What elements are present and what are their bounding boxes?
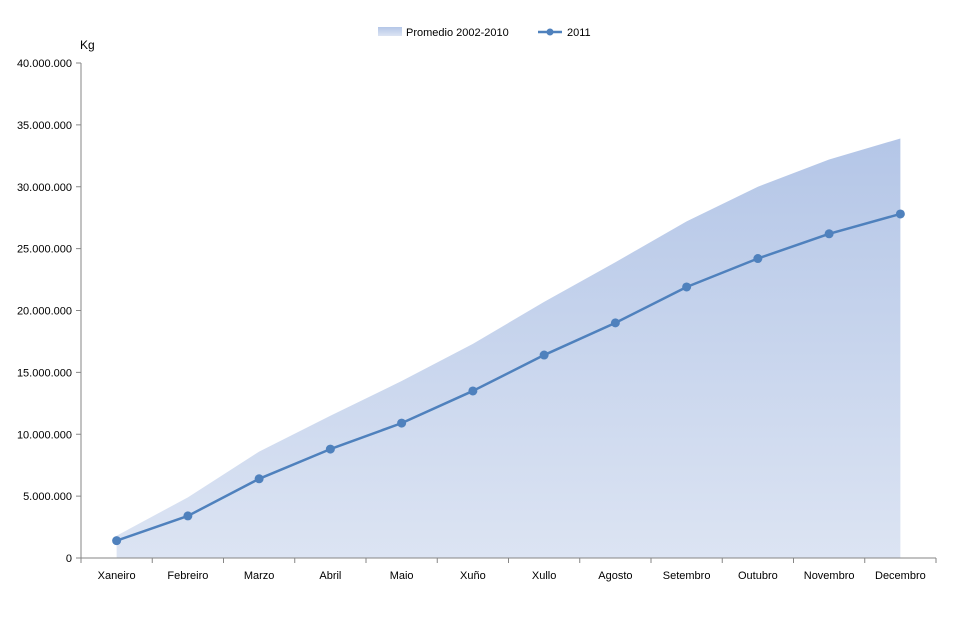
x-tick-label: Decembro	[875, 570, 926, 582]
legend-label-promedio: Promedio 2002-2010	[406, 27, 509, 39]
data-point-2011	[610, 318, 620, 328]
x-tick-label: Xullo	[532, 570, 556, 582]
y-tick-label: 20.000.000	[17, 306, 72, 318]
area-series-promedio	[116, 138, 901, 559]
x-tick-label: Marzo	[244, 570, 275, 582]
legend: Promedio 2002-2010 2011	[378, 27, 591, 39]
y-tick-label: 15.000.000	[17, 367, 72, 379]
x-tick-label: Novembro	[804, 570, 855, 582]
x-tick-label: Febreiro	[167, 570, 208, 582]
data-point-2011	[112, 536, 122, 546]
data-point-2011	[824, 229, 834, 239]
y-axis-unit-label: Kg	[80, 38, 95, 52]
data-point-2011	[254, 474, 264, 484]
y-tick-label: 30.000.000	[17, 182, 72, 194]
y-tick-label: 0	[66, 553, 72, 565]
data-point-2011	[753, 254, 763, 264]
y-tick-label: 5.000.000	[23, 491, 72, 503]
y-tick-label: 40.000.000	[17, 58, 72, 70]
y-tick-label: 10.000.000	[17, 429, 72, 441]
x-tick-label: Maio	[390, 570, 414, 582]
x-tick-label: Xuño	[460, 570, 486, 582]
data-point-2011	[895, 209, 905, 219]
y-tick-label: 25.000.000	[17, 244, 72, 256]
data-point-2011	[183, 511, 193, 521]
y-tick-label: 35.000.000	[17, 120, 72, 132]
legend-swatch-2011-marker	[546, 28, 554, 36]
data-point-2011	[682, 282, 692, 292]
x-tick-label: Agosto	[598, 570, 632, 582]
x-tick-label: Setembro	[663, 570, 711, 582]
data-point-2011	[539, 350, 549, 360]
plot-area: 0 5.000.000 10.000.000 15.000.000 20.000.000…	[17, 58, 937, 582]
data-point-2011	[397, 418, 407, 428]
x-tick-label: Abril	[319, 570, 341, 582]
line-series-2011	[116, 212, 901, 542]
legend-label-2011: 2011	[567, 27, 591, 39]
data-point-2011	[468, 386, 478, 396]
x-tick-label: Outubro	[738, 570, 778, 582]
legend-swatch-promedio	[378, 27, 402, 36]
data-point-2011	[325, 444, 335, 454]
x-tick-label: Xaneiro	[98, 570, 136, 582]
